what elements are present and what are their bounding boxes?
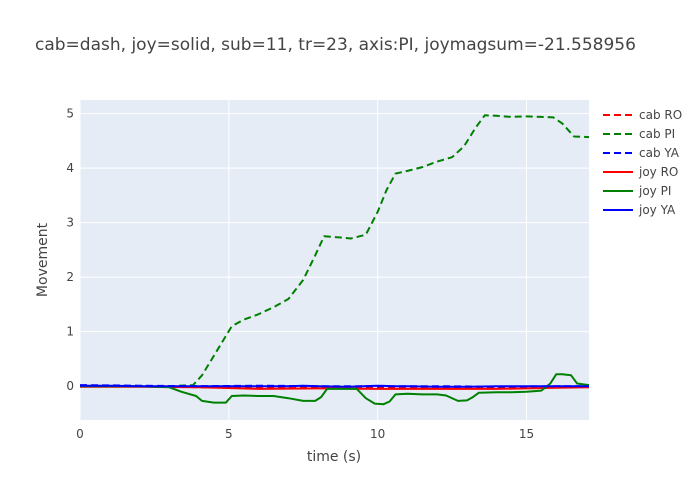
y-axis-title: Movement: [35, 222, 51, 297]
legend-label: cab PI: [639, 127, 675, 141]
series-line-joy-ya: [80, 384, 589, 388]
x-tick-label: 10: [370, 427, 385, 441]
axis-ticks: 0 5 10 15 0 1 2 3 4 5: [66, 107, 534, 441]
chart-title: cab=dash, joy=solid, sub=11, tr=23, axis…: [35, 35, 636, 55]
series-line-joy-pi: [80, 373, 590, 406]
series-lines: [79, 114, 590, 406]
legend-label: cab YA: [639, 146, 680, 160]
y-tick-label: 4: [66, 161, 74, 175]
y-tick-label: 5: [66, 107, 74, 121]
plot-area: [80, 100, 589, 420]
legend-label: joy RO: [638, 165, 678, 179]
legend-label: joy YA: [638, 203, 676, 217]
x-axis-title: time (s): [307, 449, 361, 465]
x-tick-label: 15: [519, 427, 534, 441]
series-line-cab-pi: [80, 114, 590, 388]
y-tick-label: 1: [66, 325, 74, 339]
legend-label: joy PI: [638, 184, 671, 198]
legend-label: cab RO: [639, 108, 682, 122]
x-tick-label: 0: [76, 427, 84, 441]
y-tick-label: 0: [66, 379, 74, 393]
y-tick-label: 3: [66, 216, 74, 230]
x-tick-label: 5: [225, 427, 233, 441]
legend: cab RO cab PI cab YA joy RO joy PI joy YA: [603, 108, 682, 217]
y-tick-label: 2: [66, 270, 74, 284]
